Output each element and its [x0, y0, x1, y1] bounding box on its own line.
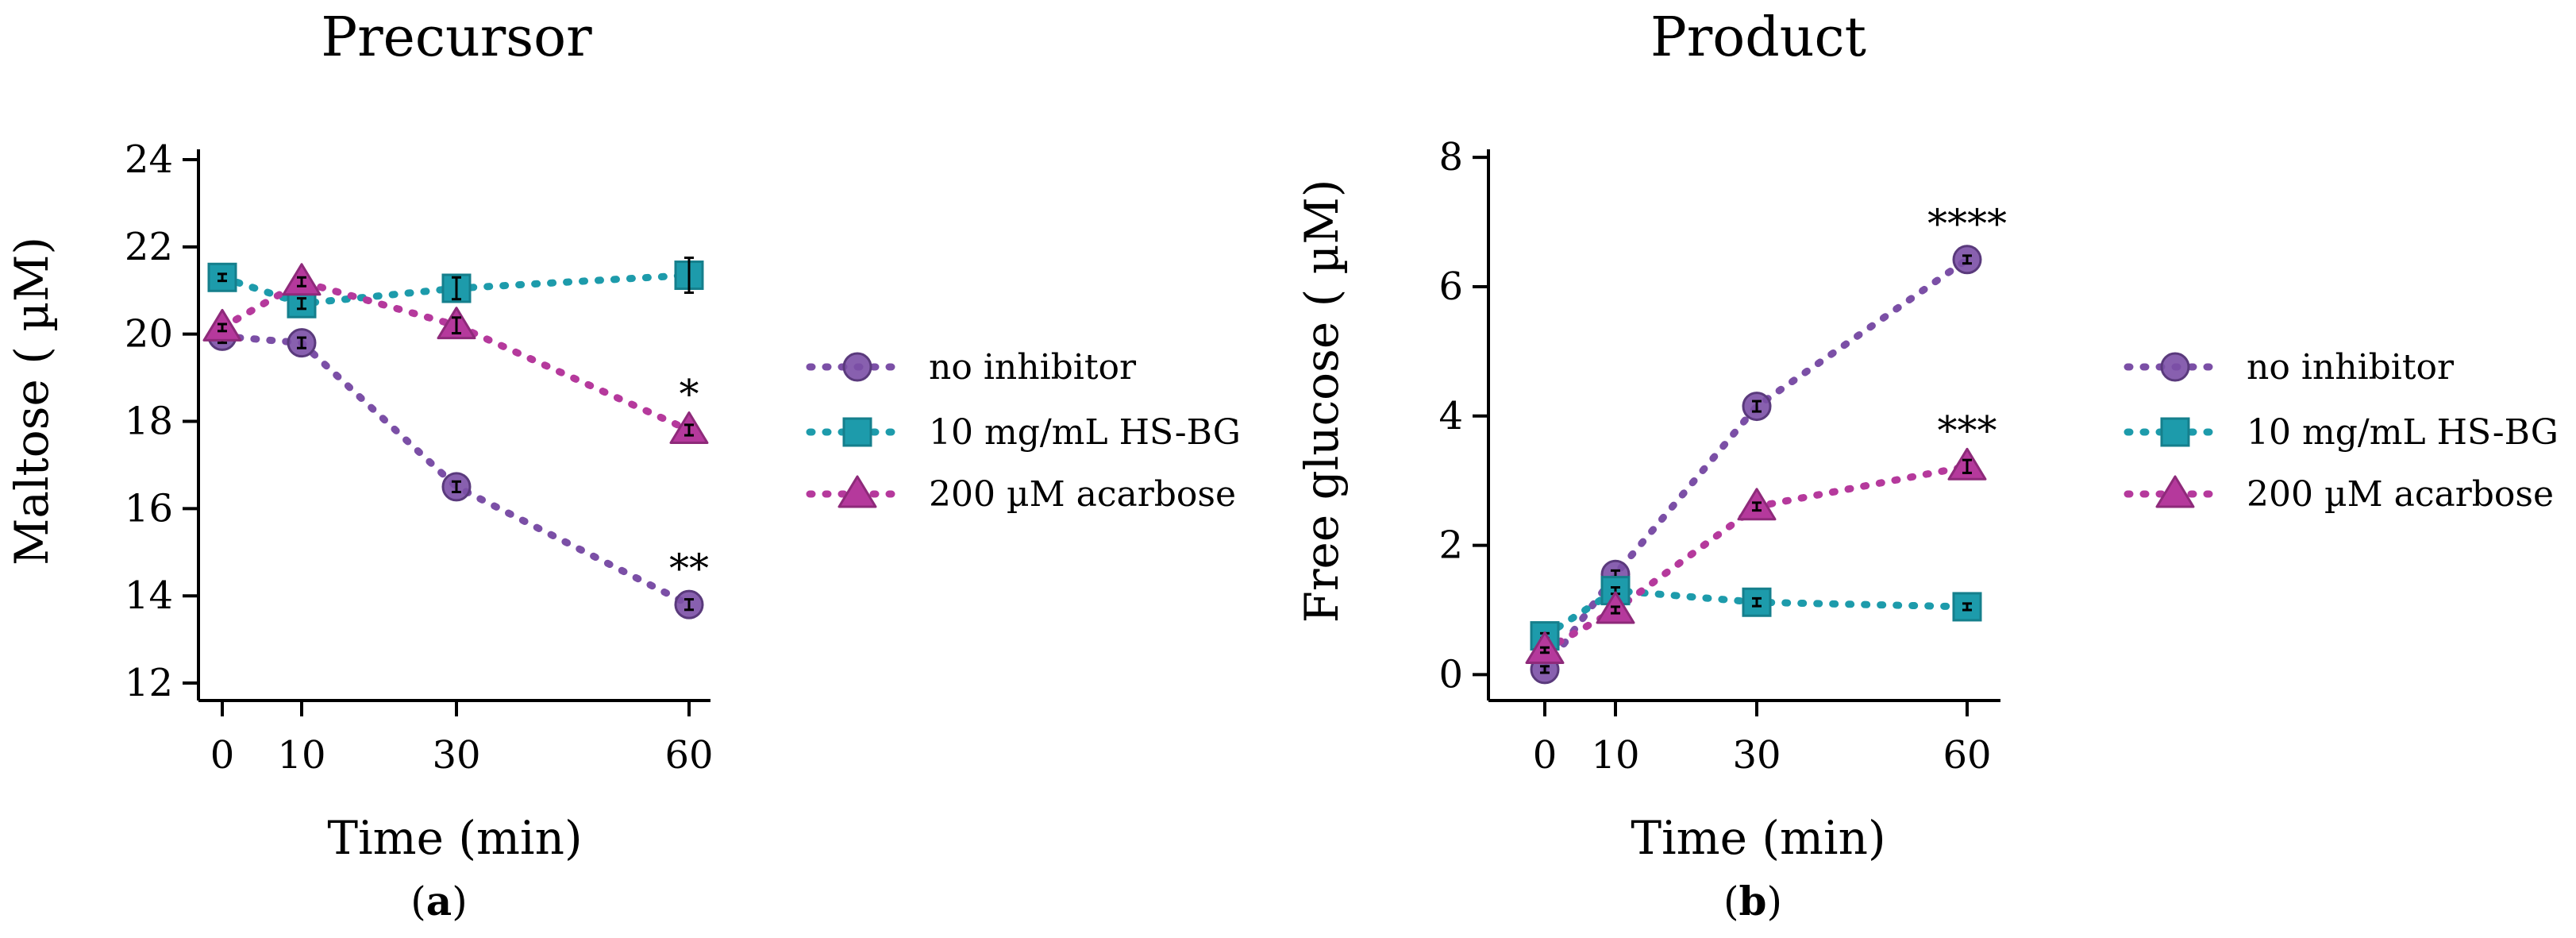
series-line-0 — [1541, 256, 1971, 674]
series-line-0 — [218, 332, 693, 608]
legend: no inhibitor 10 mg/mL HS-BG 200 µM acarbos… — [2124, 347, 2559, 515]
y-tick-label: 0 — [1438, 652, 1463, 697]
x-tick-label: 30 — [432, 733, 480, 778]
x-axis-label: Time (min) — [1631, 811, 1885, 865]
y-tick-label: 24 — [125, 137, 173, 182]
y-tick-label: 16 — [125, 486, 173, 531]
series-line-1 — [218, 272, 693, 307]
y-tick-label: 20 — [125, 312, 173, 357]
y-axis-label: Free glucose ( µM) — [1295, 179, 1349, 623]
panel-label: (b) — [1723, 878, 1782, 924]
legend-label: no inhibitor — [929, 347, 1137, 388]
y-tick-label: 18 — [125, 400, 173, 444]
y-tick-label: 4 — [1438, 394, 1463, 438]
y-axis-label: Maltose ( µM) — [5, 237, 59, 566]
legend-label: 200 µM acarbose — [929, 474, 1236, 515]
legend-label: no inhibitor — [2247, 347, 2455, 388]
y-tick-label: 2 — [1438, 523, 1463, 568]
x-tick-label: 10 — [1591, 733, 1639, 778]
series-line-2 — [218, 277, 693, 434]
significance-annotation-0: ** — [669, 546, 709, 592]
x-tick-label: 0 — [1533, 733, 1558, 778]
legend: no inhibitor 10 mg/mL HS-BG 200 µM acarbos… — [806, 347, 1241, 515]
series-line-1 — [1541, 586, 1971, 640]
legend-marker — [842, 352, 872, 382]
legend-marker — [2160, 417, 2190, 447]
legend-marker — [842, 417, 872, 447]
legend-marker — [2160, 352, 2190, 382]
x-tick-label: 30 — [1732, 733, 1781, 778]
y-tick-label: 6 — [1438, 264, 1463, 309]
x-tick-label: 60 — [664, 733, 713, 778]
legend-marker — [2155, 475, 2195, 508]
legend-label: 10 mg/mL HS-BG — [2247, 412, 2559, 453]
chart-title: Precursor — [321, 6, 592, 69]
x-tick-label: 10 — [277, 733, 325, 778]
chart-title: Product — [1650, 6, 1866, 69]
y-tick-label: 8 — [1438, 135, 1463, 179]
x-tick-label: 0 — [210, 733, 235, 778]
chart-panel-b: Product 0 2 4 6 8 0 10 30 60 Time (min) Free glucos… — [1295, 6, 2559, 924]
y-tick-label: 12 — [125, 661, 173, 705]
series-line-2 — [1541, 462, 1971, 654]
legend-label: 10 mg/mL HS-BG — [929, 412, 1241, 453]
significance-annotation-1: * — [680, 371, 699, 417]
legend-label: 200 µM acarbose — [2247, 474, 2554, 515]
chart-panel-a: Precursor 12 14 16 18 20 22 24 0 10 30 60 Time (min)… — [5, 6, 1241, 924]
x-axis-label: Time (min) — [327, 811, 582, 865]
y-tick-label: 14 — [125, 573, 173, 618]
legend-marker — [837, 475, 877, 508]
significance-annotation-0: **** — [1927, 201, 2007, 247]
y-tick-label: 22 — [125, 225, 173, 269]
significance-annotation-1: *** — [1938, 407, 1997, 454]
panel-label: (a) — [410, 878, 467, 924]
x-tick-label: 60 — [1943, 733, 1991, 778]
